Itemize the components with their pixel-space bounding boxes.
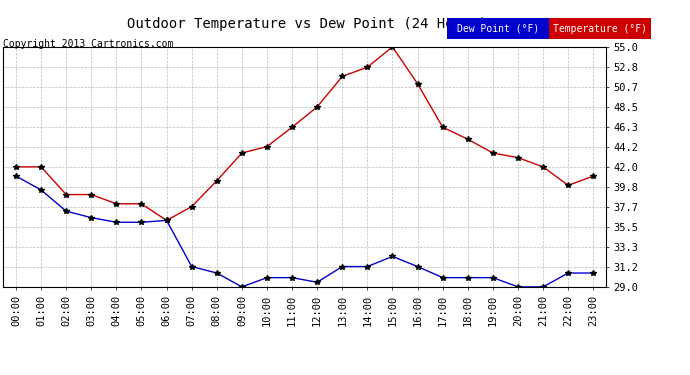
Text: Copyright 2013 Cartronics.com: Copyright 2013 Cartronics.com — [3, 39, 174, 50]
Text: Dew Point (°F): Dew Point (°F) — [457, 24, 540, 33]
Text: Outdoor Temperature vs Dew Point (24 Hours) 20130416: Outdoor Temperature vs Dew Point (24 Hou… — [127, 17, 563, 31]
Text: Temperature (°F): Temperature (°F) — [553, 24, 647, 33]
